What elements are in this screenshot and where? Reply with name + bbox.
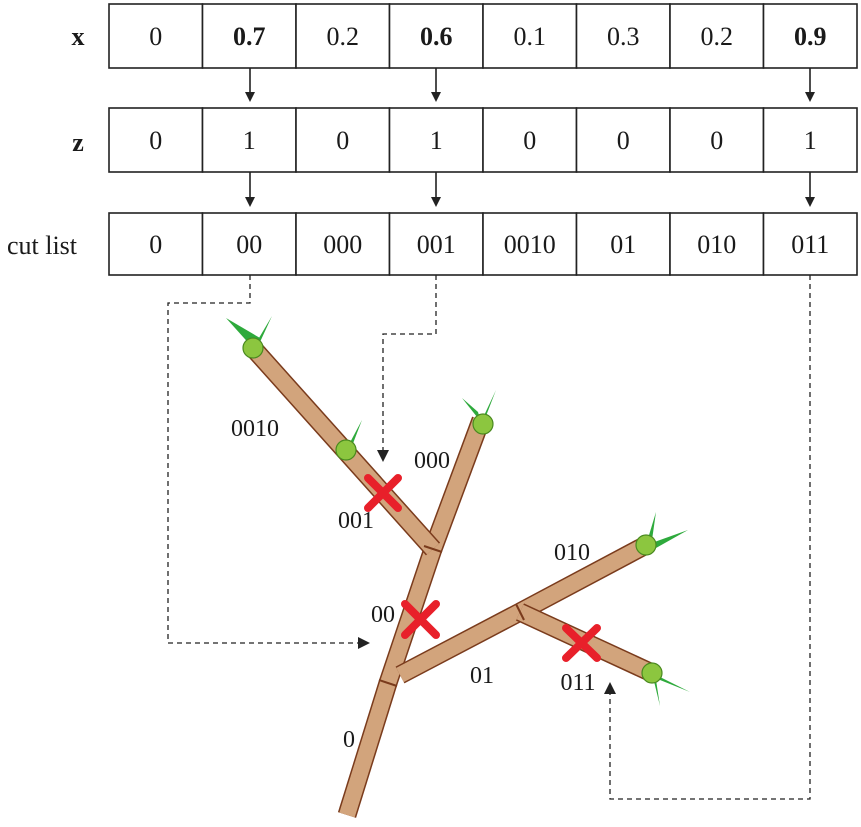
bud-icon bbox=[635, 512, 688, 556]
cut-list-cell: 01 bbox=[610, 230, 636, 259]
x-cell: 0.3 bbox=[607, 22, 640, 51]
label-0010: 0010 bbox=[231, 416, 279, 442]
dashed-arrowhead-001 bbox=[377, 450, 389, 462]
cut-list-cell: 0 bbox=[149, 230, 162, 259]
node-separator bbox=[515, 603, 525, 621]
label-00: 00 bbox=[371, 602, 395, 628]
z-cell-box bbox=[108, 107, 204, 173]
cut-list-row: 0 00 000 001 0010 01 010 011 bbox=[108, 212, 858, 276]
cut-list-cell-box bbox=[669, 212, 765, 276]
x-cell: 0 bbox=[149, 22, 162, 51]
z-cell-box bbox=[201, 107, 297, 173]
label-01: 01 bbox=[470, 663, 494, 689]
dashed-arrowhead-00 bbox=[358, 637, 370, 649]
z-cell: 1 bbox=[430, 126, 443, 155]
label-011: 011 bbox=[560, 670, 595, 696]
x-cell-box bbox=[482, 3, 578, 69]
branch-00 bbox=[380, 546, 441, 686]
x-row: 0 0.7 0.2 0.6 0.1 0.3 0.2 0.9 bbox=[108, 3, 858, 69]
x-cell: 0.6 bbox=[420, 22, 453, 51]
label-0: 0 bbox=[343, 727, 355, 753]
dashed-arrow-00 bbox=[167, 275, 362, 644]
cut-list-cell-box bbox=[388, 212, 484, 276]
cut-pointer-arrows bbox=[167, 275, 811, 800]
z-row: 0 1 0 1 0 0 0 1 bbox=[108, 107, 858, 173]
selection-arrows bbox=[245, 68, 815, 207]
z-cell: 0 bbox=[710, 126, 723, 155]
cut-list-cell-box bbox=[575, 212, 671, 276]
z-cell: 1 bbox=[804, 126, 817, 155]
x-cell-box bbox=[575, 3, 671, 69]
dashed-arrow-011 bbox=[609, 275, 811, 800]
bud-icon bbox=[335, 420, 362, 461]
cut-list-cell-box bbox=[482, 212, 578, 276]
x-cell: 0.1 bbox=[514, 22, 547, 51]
label-010: 010 bbox=[554, 540, 590, 566]
x-cell-box bbox=[108, 3, 204, 69]
label-001: 001 bbox=[338, 508, 374, 534]
node-separator bbox=[378, 679, 398, 687]
x-cell-box bbox=[669, 3, 765, 69]
bud-icon bbox=[226, 316, 272, 359]
row-label-x: x bbox=[72, 22, 85, 51]
x-cell: 0.2 bbox=[701, 22, 734, 51]
cut-list-cell: 010 bbox=[697, 230, 736, 259]
cut-list-cell: 001 bbox=[417, 230, 456, 259]
z-cell-box bbox=[388, 107, 484, 173]
cut-list-cell-box bbox=[201, 212, 297, 276]
dashed-arrow-001 bbox=[382, 275, 437, 452]
branch-0 bbox=[339, 680, 396, 818]
bud-icon bbox=[641, 662, 690, 706]
cross-icon bbox=[364, 474, 402, 512]
x-cell-box bbox=[762, 3, 858, 69]
z-cell: 0 bbox=[617, 126, 630, 155]
z-cell: 0 bbox=[149, 126, 162, 155]
dashed-arrowhead-011 bbox=[604, 682, 616, 694]
z-cell: 1 bbox=[243, 126, 256, 155]
z-cell: 0 bbox=[336, 126, 349, 155]
cut-list-cell: 000 bbox=[323, 230, 362, 259]
row-label-z: z bbox=[72, 128, 84, 157]
branch-01 bbox=[396, 604, 524, 683]
branch-010 bbox=[516, 537, 650, 620]
cut-list-cell: 00 bbox=[236, 230, 262, 259]
node-separator bbox=[423, 545, 443, 553]
cut-list-cell: 0010 bbox=[504, 230, 556, 259]
label-000: 000 bbox=[414, 448, 450, 474]
branch-000 bbox=[425, 417, 489, 552]
bud-icon bbox=[462, 390, 496, 435]
z-cell-box bbox=[482, 107, 578, 173]
cut-list-cell-box bbox=[295, 212, 391, 276]
z-cell-box bbox=[575, 107, 671, 173]
x-cell: 0.2 bbox=[327, 22, 360, 51]
row-label-cut-list: cut list bbox=[7, 231, 78, 260]
cut-list-cell-box bbox=[762, 212, 858, 276]
cut-list-cell-box bbox=[108, 212, 204, 276]
tree bbox=[226, 316, 690, 818]
x-cell-box bbox=[201, 3, 297, 69]
z-cell-box bbox=[762, 107, 858, 173]
x-cell: 0.7 bbox=[233, 22, 266, 51]
cut-list-cell: 011 bbox=[791, 230, 829, 259]
cross-icon bbox=[562, 624, 601, 662]
x-cell-box bbox=[295, 3, 391, 69]
z-cell: 0 bbox=[523, 126, 536, 155]
cross-icon bbox=[401, 600, 440, 639]
x-cell: 0.9 bbox=[794, 22, 827, 51]
